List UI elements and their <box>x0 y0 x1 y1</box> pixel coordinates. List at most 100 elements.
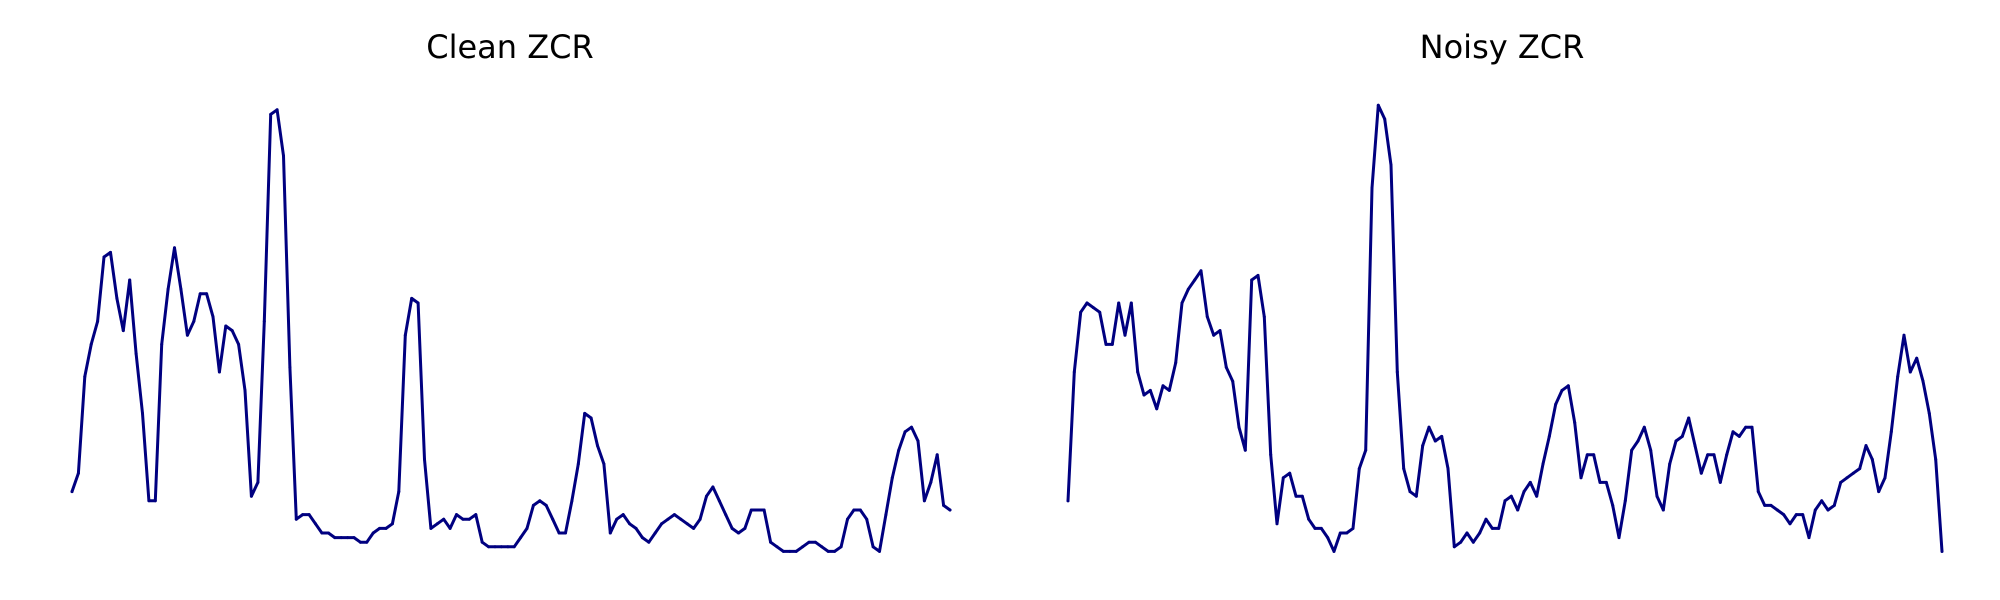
data-point <box>1414 494 1418 498</box>
data-point <box>1503 499 1507 503</box>
data-point <box>1427 425 1431 429</box>
data-point <box>1370 186 1374 190</box>
data-point <box>1794 513 1798 517</box>
data-point <box>1522 490 1526 494</box>
data-point <box>1395 370 1399 374</box>
data-point <box>1357 467 1361 471</box>
data-point <box>1826 508 1830 512</box>
data-point <box>1262 315 1266 319</box>
data-point <box>1820 499 1824 503</box>
data-point <box>1224 365 1228 369</box>
data-point <box>352 536 356 540</box>
data-point <box>1839 480 1843 484</box>
data-point <box>346 536 350 540</box>
data-point <box>570 499 574 503</box>
data-point <box>1674 439 1678 443</box>
data-point <box>205 292 209 296</box>
data-point <box>1655 494 1659 498</box>
data-point <box>647 540 651 544</box>
data-point <box>109 250 112 254</box>
data-point <box>1066 499 1070 503</box>
data-point <box>1098 310 1102 314</box>
data-point <box>102 255 106 259</box>
data-point <box>326 531 330 535</box>
data-point <box>1085 301 1089 305</box>
data-point <box>1205 315 1209 319</box>
data-point <box>1560 388 1564 392</box>
data-point <box>525 526 529 530</box>
data-point <box>1896 375 1900 379</box>
data-point <box>1465 531 1469 535</box>
data-point <box>1091 306 1095 310</box>
data-point <box>1167 388 1171 392</box>
data-point <box>1731 430 1735 434</box>
data-point <box>371 531 375 535</box>
data-point <box>128 278 132 282</box>
data-point <box>1706 453 1710 457</box>
data-point <box>1345 531 1349 535</box>
data-point <box>1351 526 1355 530</box>
data-point <box>1623 499 1627 503</box>
data-point <box>557 531 561 535</box>
data-point <box>1509 494 1513 498</box>
data-point <box>256 480 260 484</box>
data-point <box>878 549 881 553</box>
data-point <box>1256 273 1260 277</box>
data-point <box>692 526 696 530</box>
data-point <box>551 517 555 521</box>
data-point <box>461 517 465 521</box>
data-point <box>711 485 715 489</box>
data-point <box>698 517 702 521</box>
data-point <box>506 545 510 549</box>
data-point <box>1535 494 1539 498</box>
data-point <box>294 517 298 521</box>
data-point <box>1180 301 1184 305</box>
data-point <box>679 517 683 521</box>
data-point <box>589 416 593 420</box>
data-point <box>83 375 87 379</box>
data-point <box>1383 117 1387 121</box>
data-point <box>1750 425 1754 429</box>
data-point <box>788 549 792 553</box>
data-point <box>756 508 760 512</box>
data-point <box>935 453 939 457</box>
data-point <box>512 545 516 549</box>
data-point <box>378 526 382 530</box>
data-point <box>390 522 394 526</box>
data-point <box>1604 480 1608 484</box>
data-point <box>1763 503 1767 507</box>
data-point <box>1313 526 1317 530</box>
data-point <box>1744 425 1748 429</box>
data-point <box>96 319 100 323</box>
data-point <box>1725 453 1729 457</box>
data-point <box>1579 476 1583 480</box>
data-point <box>1649 448 1653 452</box>
data-point <box>1680 434 1684 438</box>
data-point <box>1769 503 1773 507</box>
data-point <box>922 499 926 503</box>
data-point <box>192 319 196 323</box>
data-point <box>762 508 766 512</box>
data-point <box>89 342 93 346</box>
data-point <box>1547 434 1551 438</box>
data-point <box>621 513 625 517</box>
data-point <box>1269 453 1273 457</box>
data-point <box>416 301 420 305</box>
data-point <box>237 342 241 346</box>
clean-zcr-points <box>70 108 952 553</box>
data-point <box>871 545 875 549</box>
data-point <box>576 462 580 466</box>
data-point <box>1934 457 1938 461</box>
data-point <box>1693 444 1697 448</box>
data-point <box>705 494 708 498</box>
data-point <box>1497 526 1501 530</box>
data-point <box>1807 536 1811 540</box>
data-point <box>1104 342 1108 346</box>
data-point <box>1079 310 1083 314</box>
data-point <box>1281 476 1285 480</box>
data-point <box>781 549 785 553</box>
data-point <box>1161 384 1165 388</box>
data-point <box>916 439 920 443</box>
data-point <box>358 540 362 544</box>
